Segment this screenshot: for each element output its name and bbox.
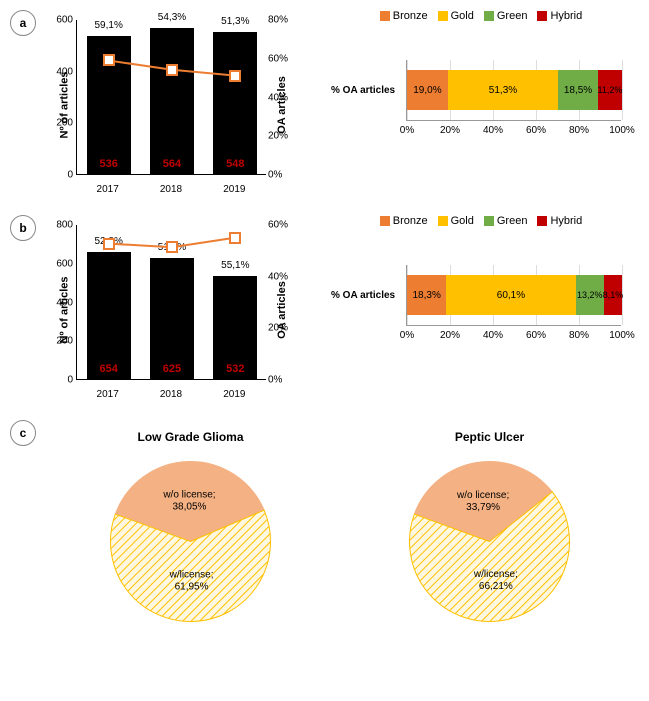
svg-text:w/o license;: w/o license; [162, 490, 215, 501]
bar-chart-a: Nº of articlesOA articles59,1%53654,3%56… [41, 10, 301, 200]
svg-text:w/o license;: w/o license; [456, 490, 509, 501]
panel-label-b: b [10, 215, 36, 241]
svg-text:61,95%: 61,95% [175, 581, 209, 592]
pie-left: Low Grade Glioma w/o license;38,05% w/lic… [103, 430, 278, 629]
stacked-chart-a: BronzeGoldGreenHybrid% OA articles0%20%4… [331, 10, 631, 200]
pie-right: Peptic Ulcer w/o license;33,79% w/license… [402, 430, 577, 629]
svg-text:38,05%: 38,05% [172, 502, 206, 513]
stacked-chart-b: BronzeGoldGreenHybrid% OA articles0%20%4… [331, 215, 631, 405]
svg-text:w/license;: w/license; [169, 569, 214, 580]
panel-label-a: a [10, 10, 36, 36]
panel-label-c: c [10, 420, 36, 446]
bar-chart-b: Nº of articlesOA articles52,8%65451,4%62… [41, 215, 301, 405]
pie-title-right: Peptic Ulcer [402, 430, 577, 444]
svg-text:33,79%: 33,79% [466, 502, 500, 513]
svg-text:w/license;: w/license; [473, 569, 518, 580]
svg-text:66,21%: 66,21% [479, 581, 513, 592]
pie-title-left: Low Grade Glioma [103, 430, 278, 444]
